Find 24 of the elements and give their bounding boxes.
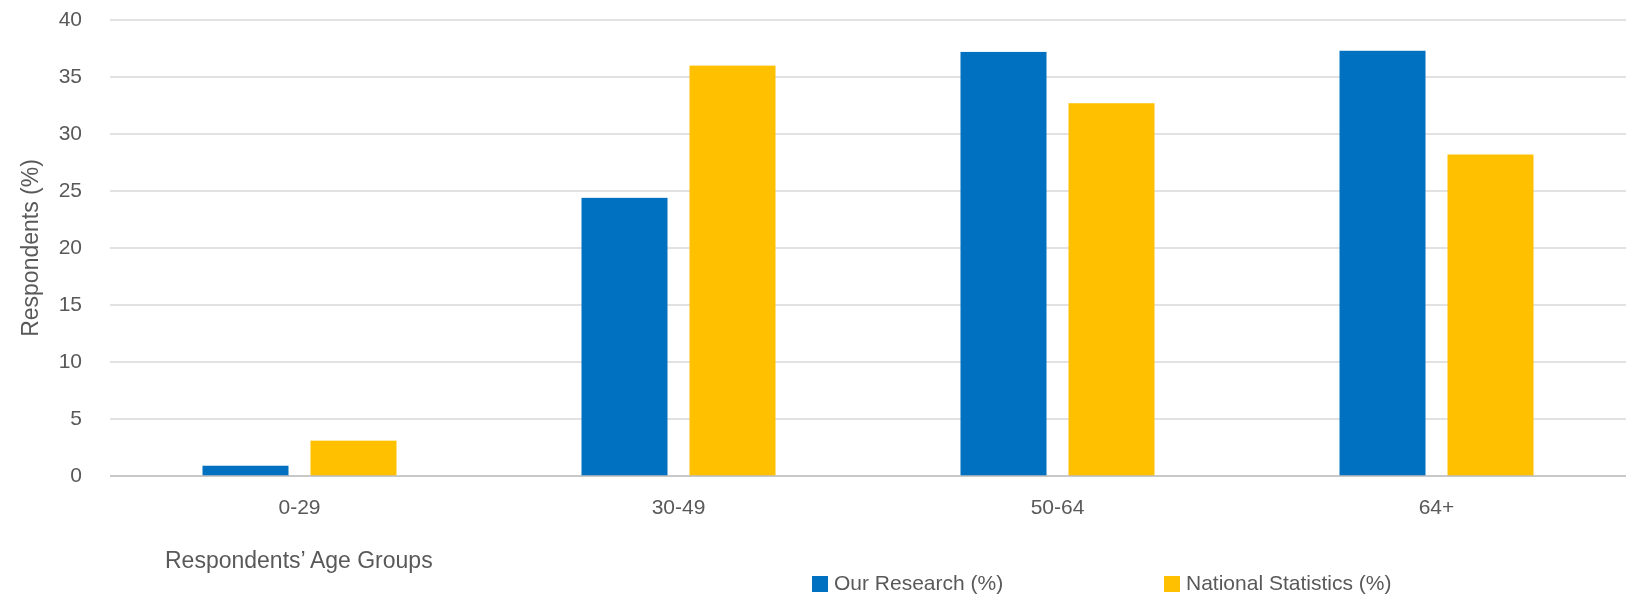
y-tick-label: 30 [58,120,82,144]
bar [1339,50,1426,476]
legend-label: National Statistics (%) [1186,571,1392,594]
y-tick-label: 25 [58,177,82,201]
bar [689,65,776,476]
y-tick-label: 0 [70,462,82,486]
x-axis-title: Respondents’ Age Groups [165,547,433,573]
x-tick-label: 64+ [1418,495,1455,518]
bar [960,51,1047,476]
y-tick-label: 35 [58,63,82,87]
x-tick-label: 30-49 [651,495,706,518]
y-tick-label: 10 [58,348,82,372]
x-tick-label: 0-29 [278,495,321,518]
bar [310,440,397,476]
bar [581,197,668,476]
bar [1447,154,1534,476]
y-axis-title: Respondents (%) [17,159,43,337]
x-tick-label: 50-64 [1030,495,1085,518]
y-tick-label: 40 [58,6,82,30]
legend-label: Our Research (%) [834,571,1004,594]
y-tick-label: 15 [58,291,82,315]
y-tick-label: 20 [58,234,82,258]
y-tick-label: 5 [70,405,82,429]
bar [1068,103,1155,476]
